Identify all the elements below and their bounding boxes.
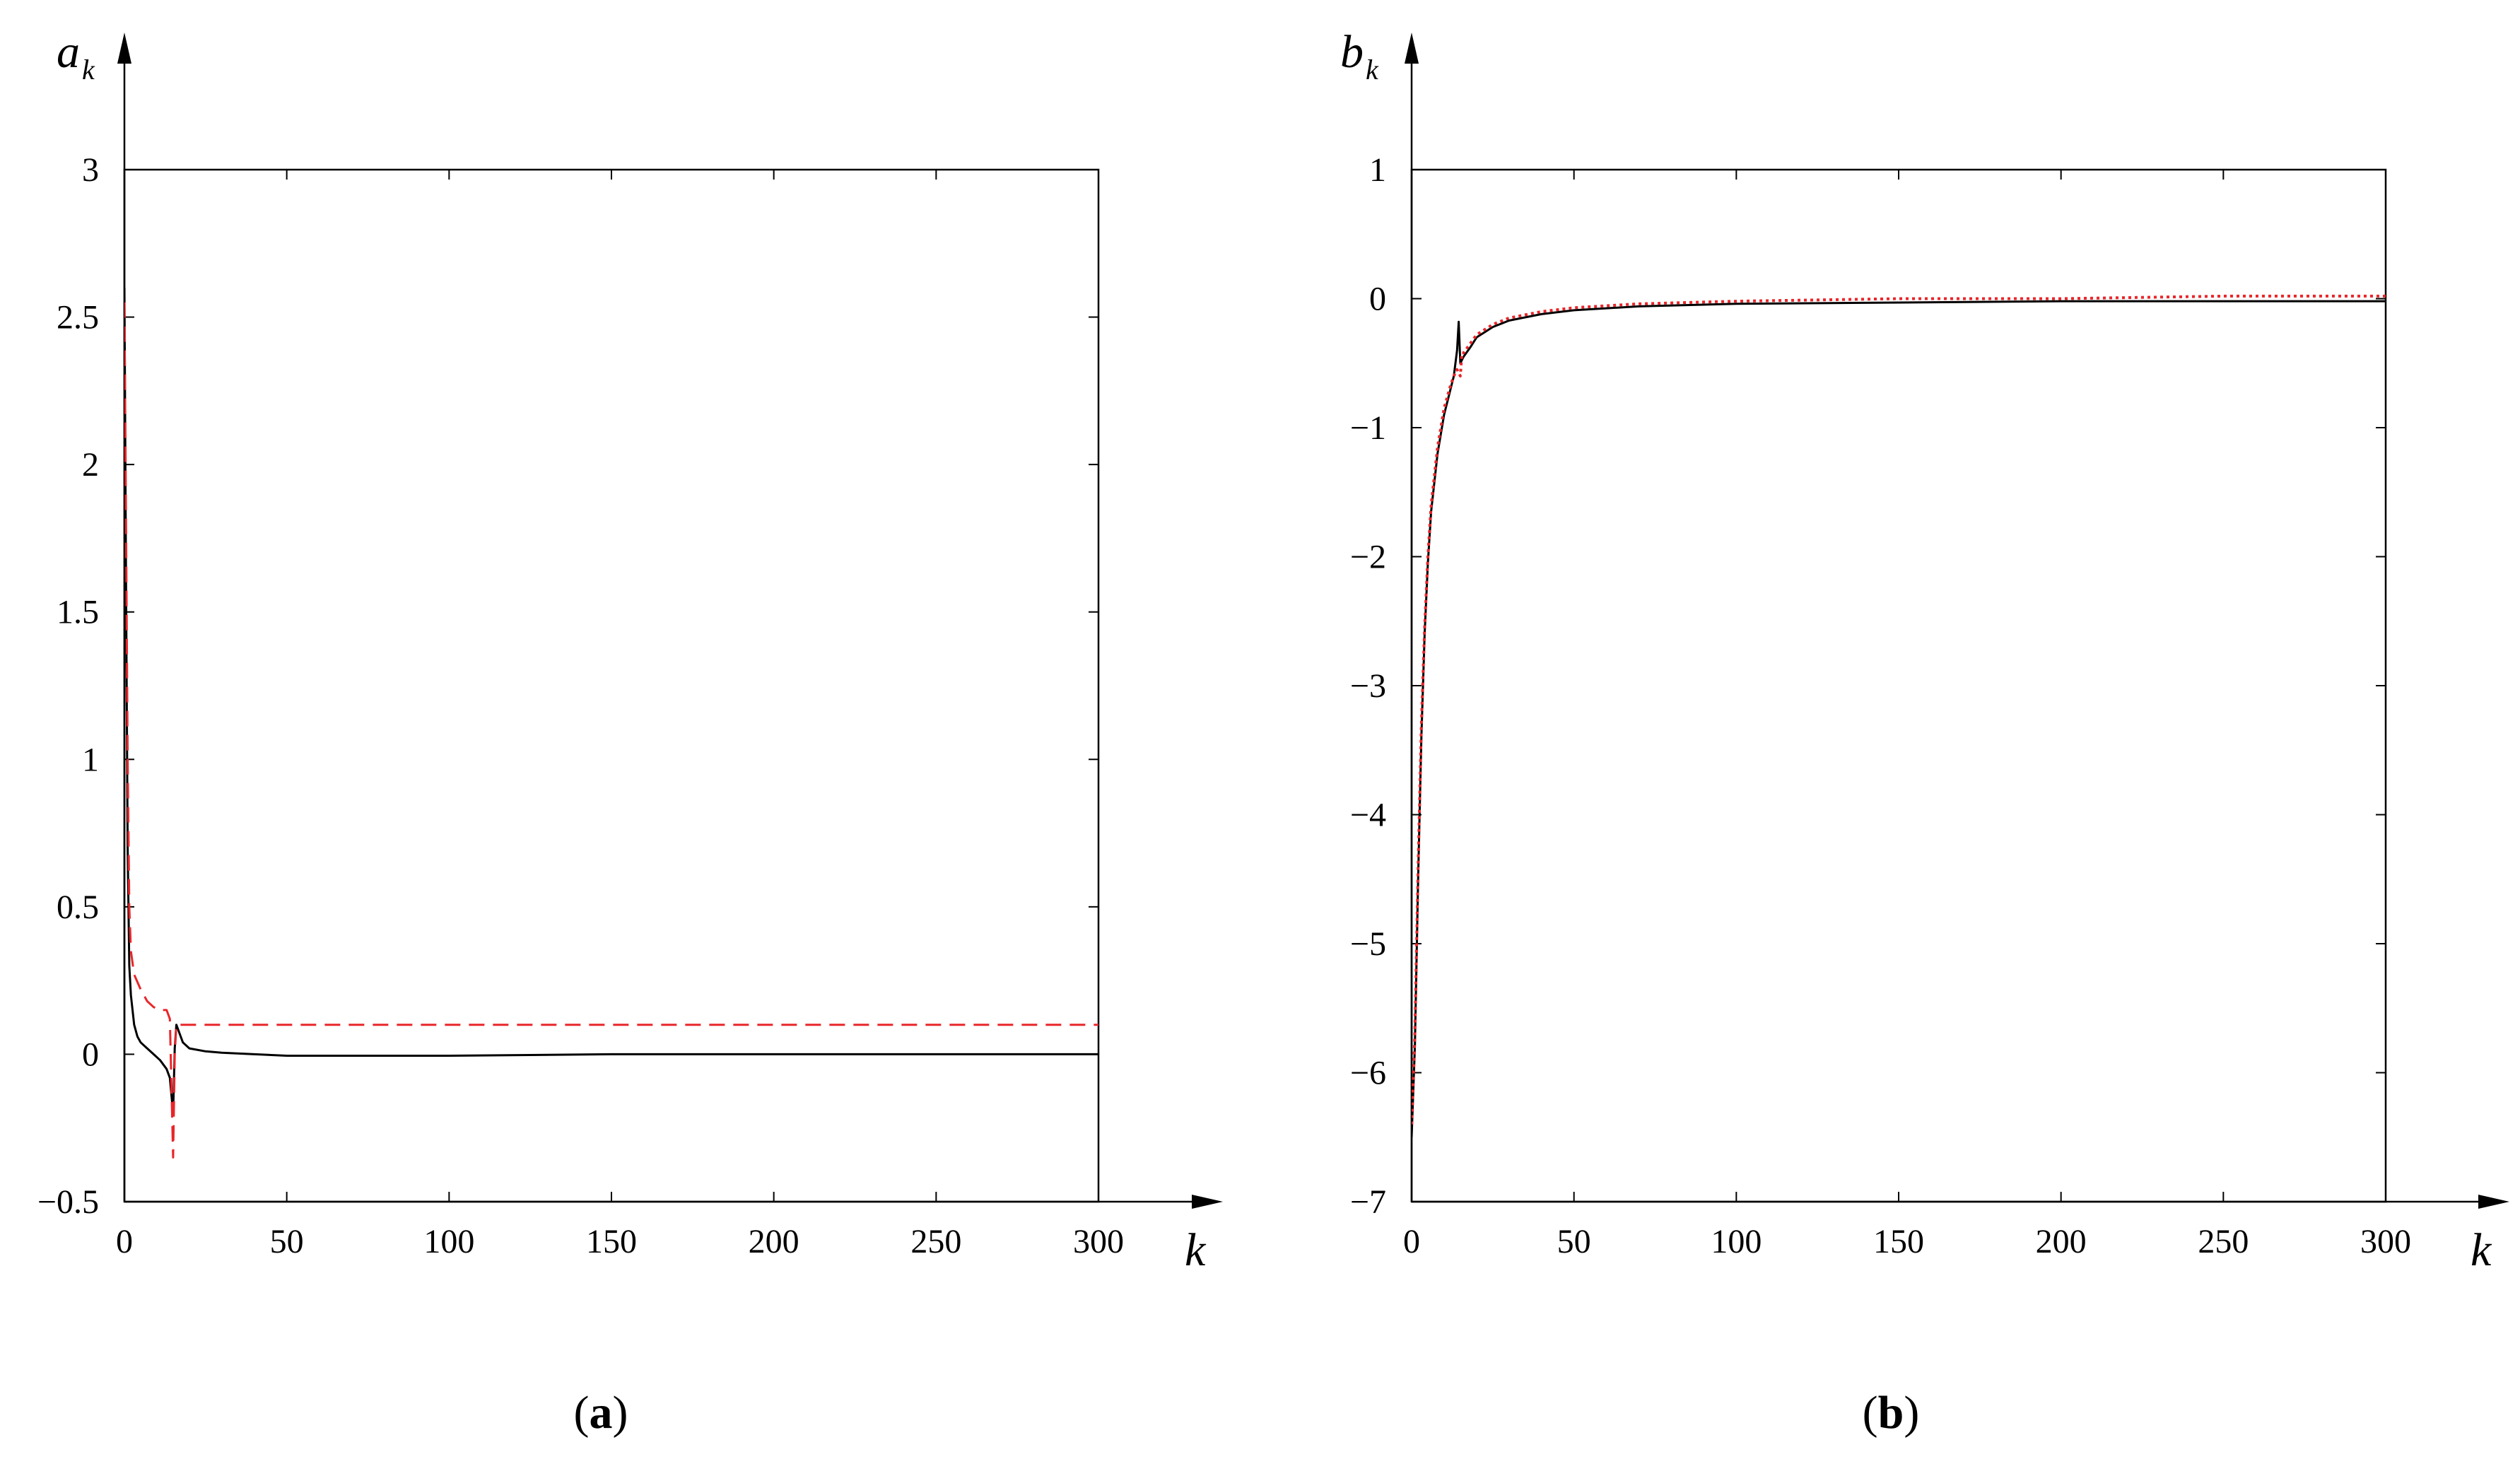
x-tick-label: 150: [586, 1223, 637, 1260]
y-tick-labels-a: −0.5 0 0.5 1 1.5 2 2.5 3: [37, 151, 99, 1221]
ticks-b: [1411, 169, 2386, 1202]
x-tick-label: 0: [1403, 1223, 1420, 1260]
y-tick-label: −4: [1350, 797, 1386, 834]
y-tick-label: −2: [1350, 539, 1386, 576]
series-line-red-dashed: [124, 302, 1098, 1159]
y-tick-label: −5: [1350, 925, 1386, 963]
y-axis-subscript-b: k: [1366, 54, 1379, 86]
y-tick-label: −7: [1350, 1183, 1386, 1221]
y-tick-label: 0.5: [57, 889, 99, 926]
x-tick-labels-b: 0 50 100 150 200 250 300: [1403, 1223, 2411, 1260]
panel-label-a: (a): [574, 1387, 628, 1439]
x-arrowhead-a: [1192, 1195, 1223, 1209]
y-tick-label: 1: [82, 741, 99, 778]
x-tick-label: 200: [2036, 1223, 2087, 1260]
series-line-red-dotted: [1412, 294, 2386, 1125]
y-tick-label: −0.5: [37, 1183, 99, 1221]
y-tick-label: 0: [82, 1036, 99, 1073]
ticks-a: [124, 169, 1099, 1202]
y-tick-label: −3: [1350, 667, 1386, 705]
y-axis-label-a: a: [57, 26, 80, 78]
x-tick-labels-a: 0 50 100 150 200 250 300: [116, 1223, 1124, 1260]
x-axis-label-b: k: [2471, 1224, 2492, 1276]
y-arrowhead-a: [117, 33, 131, 64]
y-tick-label: −6: [1350, 1055, 1386, 1092]
series-group-a: [124, 287, 1098, 1159]
y-axis-subscript-a: k: [82, 54, 95, 86]
x-tick-label: 100: [1711, 1223, 1762, 1260]
x-tick-label: 50: [270, 1223, 304, 1260]
x-tick-label: 300: [1073, 1223, 1124, 1260]
y-arrowhead-b: [1405, 33, 1419, 64]
x-tick-label: 0: [116, 1223, 133, 1260]
series-group-b: [1412, 294, 2386, 1137]
x-tick-label: 300: [2360, 1223, 2411, 1260]
x-tick-label: 50: [1557, 1223, 1591, 1260]
x-tick-label: 250: [2198, 1223, 2249, 1260]
y-tick-label: 0: [1369, 281, 1386, 318]
y-tick-labels-b: −7 −6 −5 −4 −3 −2 −1 0 1: [1350, 151, 1386, 1221]
series-line-black-solid: [124, 287, 1098, 1115]
x-arrowhead-b: [2478, 1195, 2509, 1209]
y-tick-label: 2: [82, 446, 99, 484]
plot-frame-b: [1410, 168, 2387, 1203]
y-tick-label: 1: [1369, 151, 1386, 189]
panel-a: 0 50 100 150 200 250 300 −0.5 0 0.5 1 1.5 2 2.5 3 a k…: [37, 26, 1223, 1439]
series-line-black-solid: [1412, 300, 2386, 1137]
x-tick-label: 100: [423, 1223, 474, 1260]
x-axis-label-a: k: [1185, 1224, 1207, 1276]
y-tick-label: 3: [82, 151, 99, 189]
x-tick-label: 250: [910, 1223, 961, 1260]
y-tick-label: 1.5: [57, 594, 99, 631]
panel-b: 0 50 100 150 200 250 300 −7−6−5−4−3−2−101 b k …: [1340, 26, 2509, 1439]
y-axis-label-b: b: [1340, 26, 1364, 78]
panel-label-b: (b): [1863, 1387, 1920, 1439]
plot-frame-a: [123, 168, 1100, 1203]
x-tick-label: 150: [1873, 1223, 1924, 1260]
y-tick-label: 2.5: [57, 299, 99, 336]
y-tick-label: −1: [1350, 409, 1386, 447]
x-tick-label: 200: [749, 1223, 799, 1260]
